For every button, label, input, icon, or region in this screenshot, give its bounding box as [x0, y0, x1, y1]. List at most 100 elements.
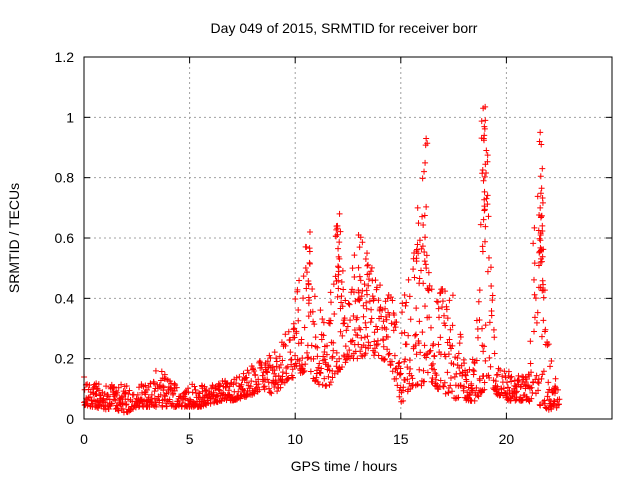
data-point [550, 397, 557, 404]
data-point [289, 374, 296, 381]
data-point [360, 313, 367, 320]
data-point [523, 376, 530, 383]
data-point [159, 402, 166, 409]
data-point [527, 338, 534, 345]
data-point [431, 366, 438, 373]
data-point [401, 358, 408, 365]
data-point [283, 370, 290, 377]
data-point [377, 282, 384, 289]
data-point [310, 355, 317, 362]
data-point [422, 234, 429, 241]
data-point [535, 262, 542, 269]
data-point [256, 358, 263, 365]
data-point [355, 341, 362, 348]
grid-lines [84, 57, 612, 419]
data-point [325, 363, 332, 370]
data-point [240, 370, 247, 377]
data-points [81, 103, 563, 416]
data-point [287, 349, 294, 356]
data-point [367, 342, 374, 349]
data-point [397, 365, 404, 372]
data-point [355, 264, 362, 271]
data-point [217, 382, 224, 389]
data-point [202, 387, 209, 394]
data-point [539, 199, 546, 206]
data-point [354, 332, 361, 339]
data-point [475, 393, 482, 400]
data-point [437, 377, 444, 384]
data-point [306, 260, 313, 267]
data-point [474, 392, 481, 399]
data-point [415, 220, 422, 227]
data-point [374, 326, 381, 333]
data-point [429, 375, 436, 382]
data-point [422, 142, 429, 149]
data-point [199, 388, 206, 395]
data-point [401, 291, 408, 298]
data-point [537, 129, 544, 136]
data-point [476, 377, 483, 384]
data-point [215, 386, 222, 393]
data-point [357, 277, 364, 284]
data-point [134, 391, 141, 398]
data-point [285, 328, 292, 335]
data-point [482, 223, 489, 230]
data-point [535, 227, 542, 234]
plot-frame [83, 56, 613, 420]
data-point [282, 331, 289, 338]
data-point [274, 381, 281, 388]
data-point [439, 298, 446, 305]
data-point [351, 273, 358, 280]
data-point [457, 333, 464, 340]
data-point [380, 337, 387, 344]
data-point [364, 250, 371, 257]
data-point [375, 352, 382, 359]
data-point [538, 333, 545, 340]
data-point [306, 248, 313, 255]
data-point [261, 386, 268, 393]
data-point [284, 363, 291, 370]
data-point [271, 349, 278, 356]
data-point [372, 277, 379, 284]
data-point [531, 314, 538, 321]
data-point [410, 266, 417, 273]
data-point [449, 322, 456, 329]
data-point [392, 366, 399, 373]
data-point [507, 374, 514, 381]
data-point [484, 152, 491, 159]
data-point [388, 358, 395, 365]
data-point [195, 394, 202, 401]
data-point [482, 117, 489, 124]
data-point [504, 384, 511, 391]
data-point [429, 360, 436, 367]
data-point [349, 265, 356, 272]
data-point [171, 387, 178, 394]
data-point [481, 379, 488, 386]
data-point [256, 386, 263, 393]
data-point [226, 383, 233, 390]
data-point [356, 244, 363, 251]
data-point [97, 392, 104, 399]
data-point [537, 173, 544, 180]
data-point [335, 253, 342, 260]
data-point [530, 276, 537, 283]
data-point [479, 248, 486, 255]
data-point [535, 387, 542, 394]
data-point [126, 387, 133, 394]
chart-title: Day 049 of 2015, SRMTID for receiver bor… [211, 20, 478, 36]
data-point [312, 343, 319, 350]
data-point [532, 295, 539, 302]
data-point [488, 312, 495, 319]
data-point [466, 366, 473, 373]
data-point [480, 216, 487, 223]
data-point [481, 386, 488, 393]
data-point [364, 262, 371, 269]
data-point [380, 343, 387, 350]
data-point [368, 315, 375, 322]
data-point [364, 291, 371, 298]
data-point [389, 297, 396, 304]
data-point [413, 258, 420, 265]
data-point [500, 385, 507, 392]
data-point [283, 365, 290, 372]
data-point [291, 325, 298, 332]
